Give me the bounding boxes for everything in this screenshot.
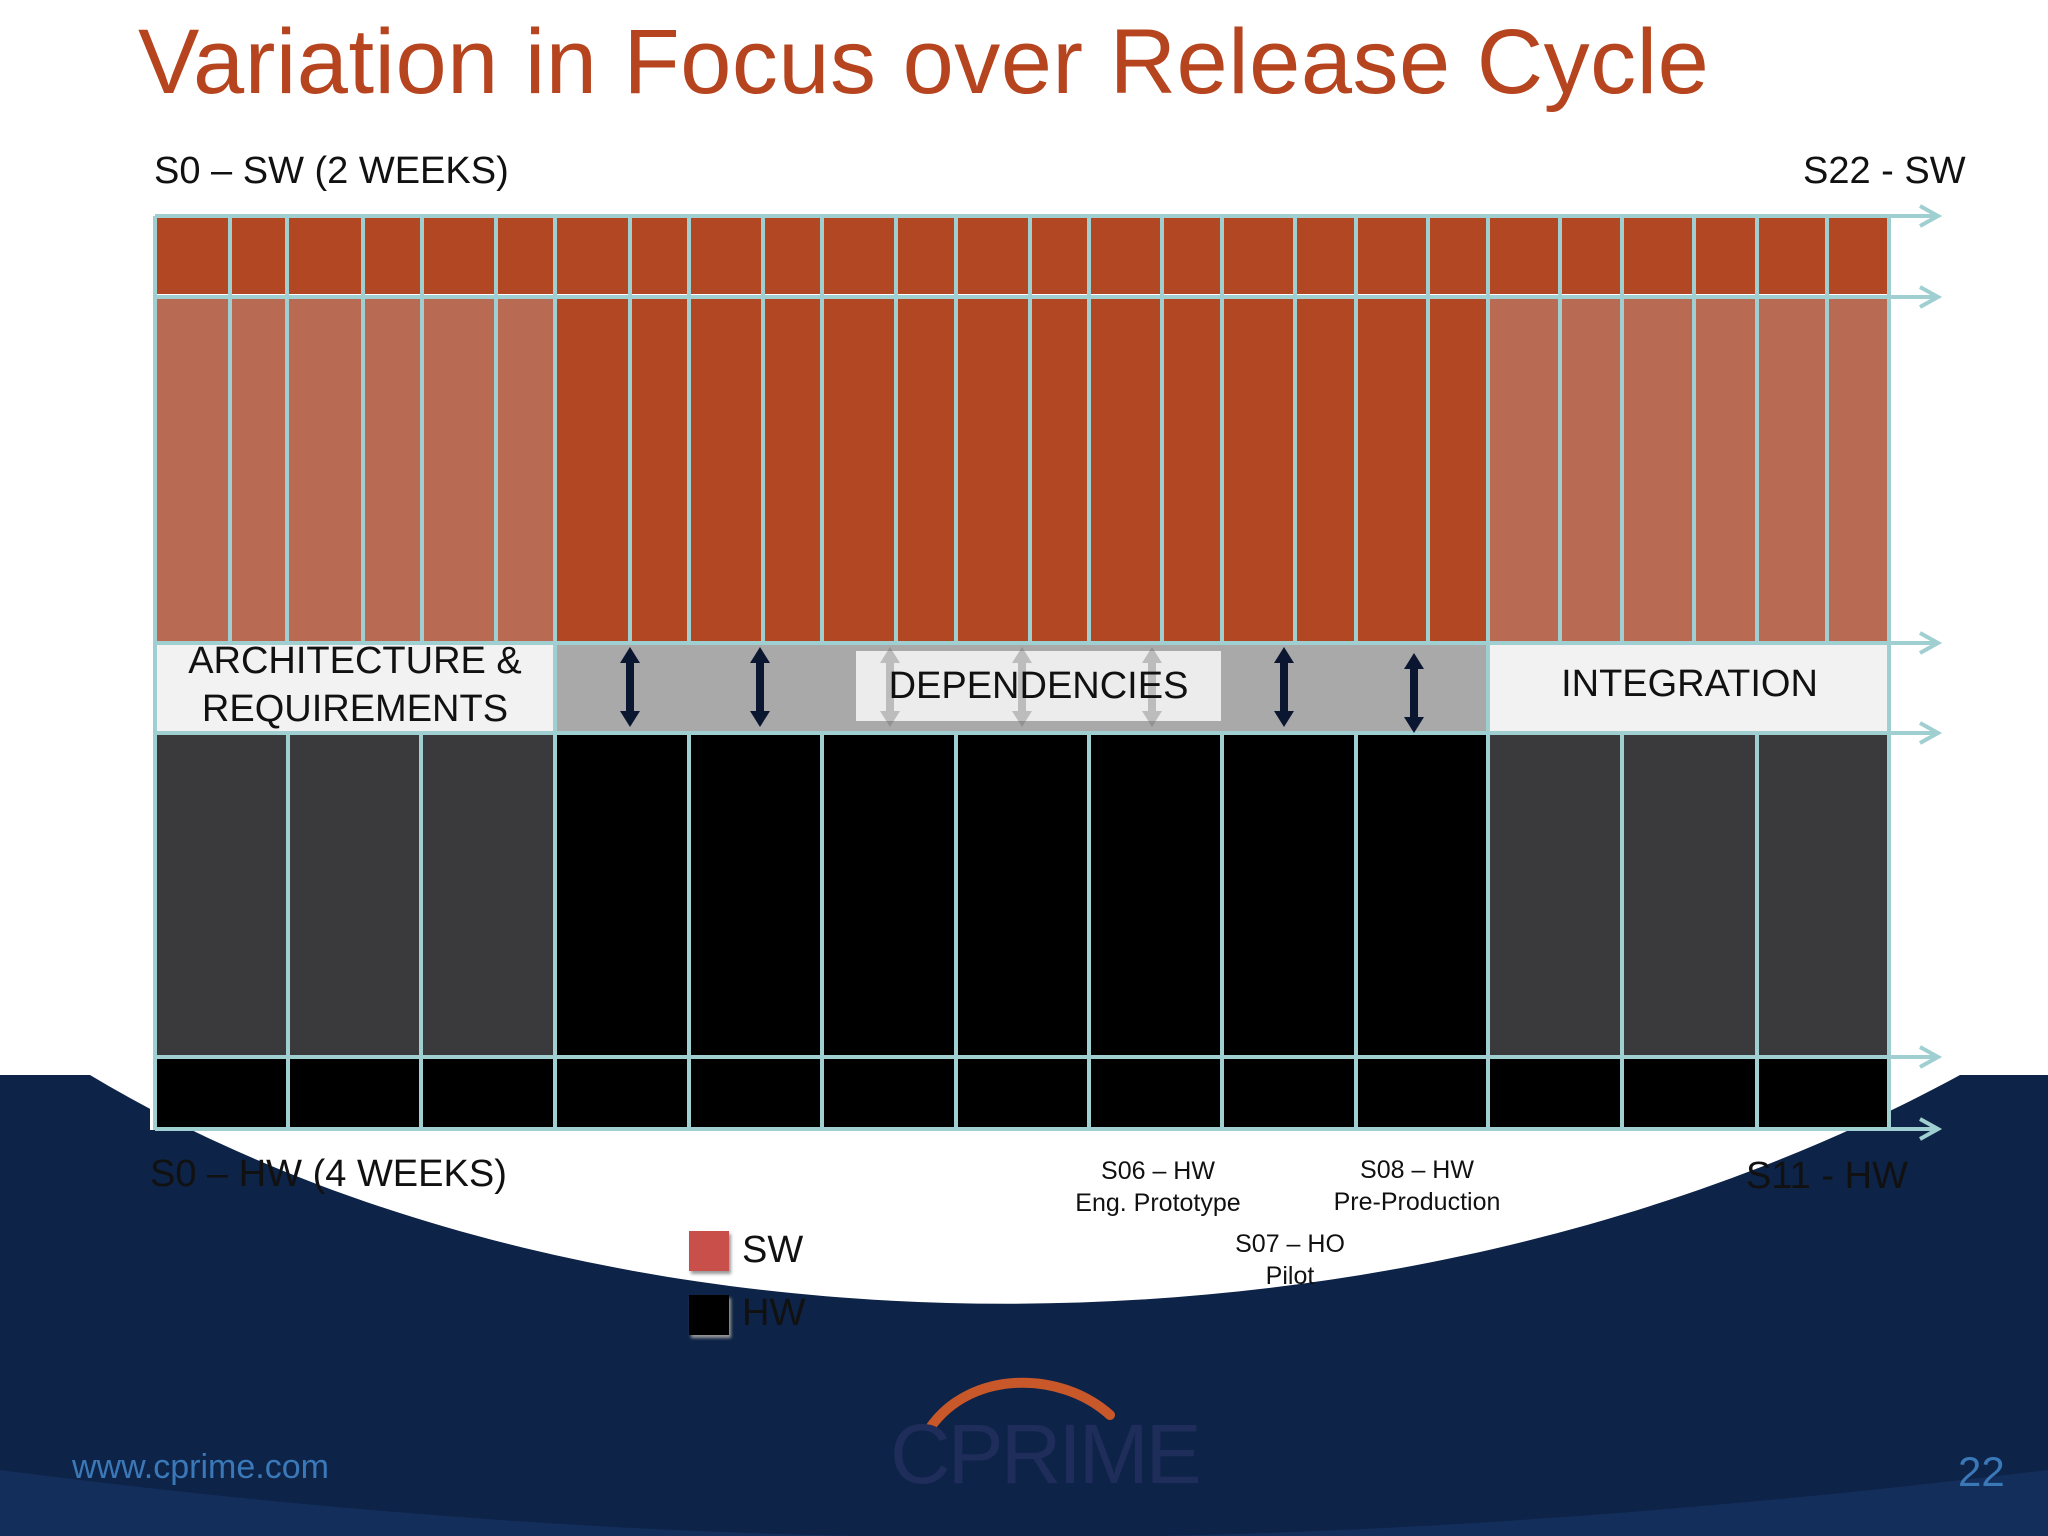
dependency-arrow-icon xyxy=(750,647,770,727)
milestone-s07-line2: Pilot xyxy=(1265,1262,1315,1290)
milestone-s07-line1: S07 – HO xyxy=(1235,1230,1345,1258)
dependency-arrow-icon xyxy=(620,647,640,727)
dependency-arrows xyxy=(620,647,1424,733)
dependency-arrow-icon xyxy=(880,647,900,727)
hw-start-label: S0 – HW (4 WEEKS) xyxy=(150,1153,507,1195)
dependency-arrow-icon xyxy=(1012,647,1032,727)
cprime-logo: CPRIME xyxy=(890,1370,1202,1501)
milestone-s06-line1: S06 – HW xyxy=(1101,1157,1215,1185)
logo-text: CPRIME xyxy=(890,1407,1202,1501)
footer-swoosh xyxy=(0,1075,2048,1536)
sw-end-label: S22 - SW xyxy=(1803,150,1966,192)
phase-architecture-label: ARCHITECTURE & REQUIREMENTS xyxy=(160,637,550,733)
sw-band-architecture xyxy=(155,298,555,643)
sw-band-integration xyxy=(1488,298,1889,643)
milestone-s07: S07 – HO Pilot xyxy=(1160,1228,1420,1292)
slide-title: Variation in Focus over Release Cycle xyxy=(138,11,1710,113)
legend-hw-label: HW xyxy=(742,1292,806,1334)
phase-architecture-line2: REQUIREMENTS xyxy=(201,688,509,730)
dependency-arrow-icon xyxy=(1404,653,1424,733)
sw-top-strip xyxy=(155,216,1889,294)
hw-band-architecture xyxy=(155,733,555,1055)
dependency-arrow-icon xyxy=(1142,647,1162,727)
hw-bottom-strip xyxy=(155,1058,1889,1128)
footer-url[interactable]: www.cprime.com xyxy=(72,1448,329,1486)
phase-band-integration xyxy=(1488,643,1889,731)
phase-integration-label: INTEGRATION xyxy=(1561,663,1818,705)
sw-start-label: S0 – SW (2 WEEKS) xyxy=(154,150,509,192)
dependency-arrow-icon xyxy=(1274,647,1294,727)
hw-band-integration xyxy=(1488,733,1889,1055)
milestone-s06: S06 – HW Eng. Prototype xyxy=(1028,1155,1288,1219)
milestone-s08: S08 – HW Pre-Production xyxy=(1287,1154,1547,1218)
sw-band-dependencies xyxy=(555,298,1488,643)
milestone-s08-line2: Pre-Production xyxy=(1333,1188,1501,1216)
phase-architecture-line1: ARCHITECTURE & xyxy=(188,640,522,682)
legend-hw-swatch xyxy=(689,1295,729,1335)
phase-band-architecture xyxy=(155,643,555,731)
page-number: 22 xyxy=(1958,1448,2005,1495)
legend-sw-swatch xyxy=(689,1231,729,1271)
milestone-s06-line2: Eng. Prototype xyxy=(1075,1189,1241,1217)
footer-swoosh-highlight xyxy=(0,1470,2048,1536)
milestone-s08-line1: S08 – HW xyxy=(1360,1156,1474,1184)
hw-band-dependencies xyxy=(555,733,1488,1055)
hw-end-label: S11 - HW xyxy=(1746,1155,1908,1197)
legend-sw-label: SW xyxy=(742,1229,804,1271)
phase-dependencies-label: DEPENDENCIES xyxy=(888,665,1189,707)
